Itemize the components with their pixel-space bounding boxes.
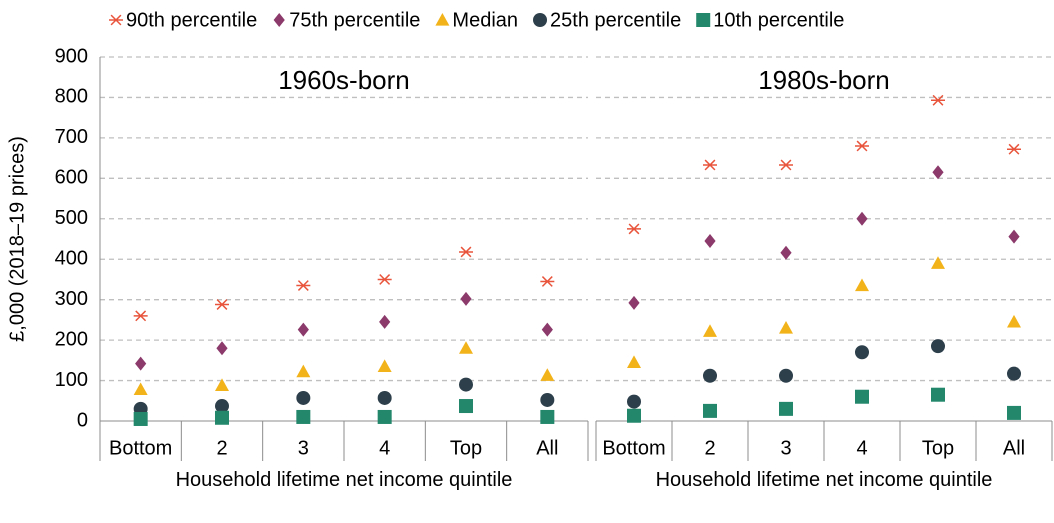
x-tick-label: 2 — [216, 437, 227, 459]
data-point — [627, 394, 641, 409]
data-point — [628, 295, 640, 310]
x-tick-label: 4 — [379, 437, 390, 459]
data-point — [1007, 143, 1021, 155]
data-point — [931, 387, 945, 402]
data-point — [627, 223, 641, 235]
legend-label: 10th percentile — [713, 9, 844, 31]
data-point — [459, 246, 473, 258]
panel-title: 1960s-born — [278, 65, 410, 95]
y-tick-label: 700 — [55, 126, 88, 148]
data-point — [780, 245, 792, 260]
data-point — [215, 378, 229, 392]
y-tick-label: 600 — [55, 167, 88, 189]
data-point — [135, 356, 147, 371]
legend-marker — [696, 13, 711, 27]
data-point — [297, 322, 309, 337]
data-point — [1008, 229, 1020, 244]
data-point — [779, 401, 793, 416]
data-point — [627, 355, 641, 368]
data-point — [779, 368, 793, 383]
y-tick-label: 400 — [55, 248, 88, 270]
data-point — [133, 310, 148, 322]
data-point — [931, 94, 945, 106]
data-point — [779, 159, 793, 171]
data-point — [133, 411, 148, 426]
legend-label: 90th percentile — [126, 9, 257, 31]
panel-title: 1980s-born — [758, 65, 890, 95]
data-point — [540, 368, 555, 381]
x-tick-label: All — [536, 437, 558, 459]
data-point — [931, 256, 945, 269]
legend-label: Median — [452, 9, 518, 31]
data-point — [379, 314, 391, 329]
legend-marker — [435, 13, 450, 26]
y-tick-label: 200 — [55, 328, 88, 350]
data-point — [703, 368, 717, 383]
y-tick-label: 0 — [77, 409, 88, 431]
data-point — [216, 341, 228, 356]
data-point — [459, 341, 473, 354]
data-point — [540, 392, 555, 407]
y-axis-label: £,000 (2018–19 prices) — [6, 136, 28, 342]
data-point — [296, 390, 311, 405]
data-point — [541, 322, 553, 337]
data-point — [215, 299, 229, 310]
legend-label: 25th percentile — [550, 9, 681, 31]
data-point — [627, 408, 641, 423]
data-point — [215, 410, 229, 425]
data-point — [855, 140, 869, 152]
data-point — [460, 291, 472, 306]
data-point — [703, 403, 717, 418]
data-point — [377, 409, 392, 424]
data-point — [377, 274, 392, 285]
data-point — [779, 320, 793, 334]
data-point — [704, 234, 716, 249]
y-tick-label: 300 — [55, 288, 88, 310]
y-tick-label: 900 — [55, 45, 88, 67]
x-axis-label: Household lifetime net income quintile — [655, 469, 993, 491]
legend-marker — [273, 13, 285, 27]
x-tick-label: Bottom — [109, 437, 172, 459]
y-tick-label: 800 — [55, 86, 88, 108]
data-point — [296, 409, 311, 424]
data-point — [856, 211, 868, 226]
data-point — [296, 364, 311, 378]
x-tick-label: All — [1003, 437, 1025, 459]
data-point — [215, 399, 229, 414]
data-point — [855, 389, 869, 404]
x-tick-label: 2 — [704, 437, 715, 459]
x-tick-label: 3 — [298, 437, 309, 459]
data-point — [540, 276, 555, 287]
data-point — [377, 359, 392, 372]
data-point — [855, 345, 869, 360]
data-point — [540, 409, 555, 424]
x-tick-label: Top — [450, 437, 482, 459]
x-tick-label: 3 — [780, 437, 791, 459]
y-tick-label: 100 — [55, 369, 88, 391]
data-point — [855, 278, 869, 292]
data-point — [703, 324, 717, 337]
data-point — [133, 382, 148, 396]
data-point — [703, 159, 717, 171]
y-tick-label: 500 — [55, 207, 88, 229]
data-point — [932, 165, 944, 180]
x-tick-label: 4 — [856, 437, 867, 459]
data-point — [459, 399, 473, 414]
x-tick-label: Bottom — [602, 437, 665, 459]
x-axis-label: Household lifetime net income quintile — [175, 469, 513, 491]
data-point — [377, 390, 392, 405]
legend-marker — [109, 14, 123, 26]
x-tick-label: Top — [922, 437, 954, 459]
data-point — [931, 339, 945, 354]
data-point — [296, 280, 311, 291]
data-point — [1007, 405, 1021, 420]
data-point — [1007, 314, 1021, 328]
legend-marker — [533, 13, 548, 27]
legend-label: 75th percentile — [289, 9, 420, 31]
data-point — [459, 377, 473, 392]
data-point — [1007, 366, 1021, 381]
